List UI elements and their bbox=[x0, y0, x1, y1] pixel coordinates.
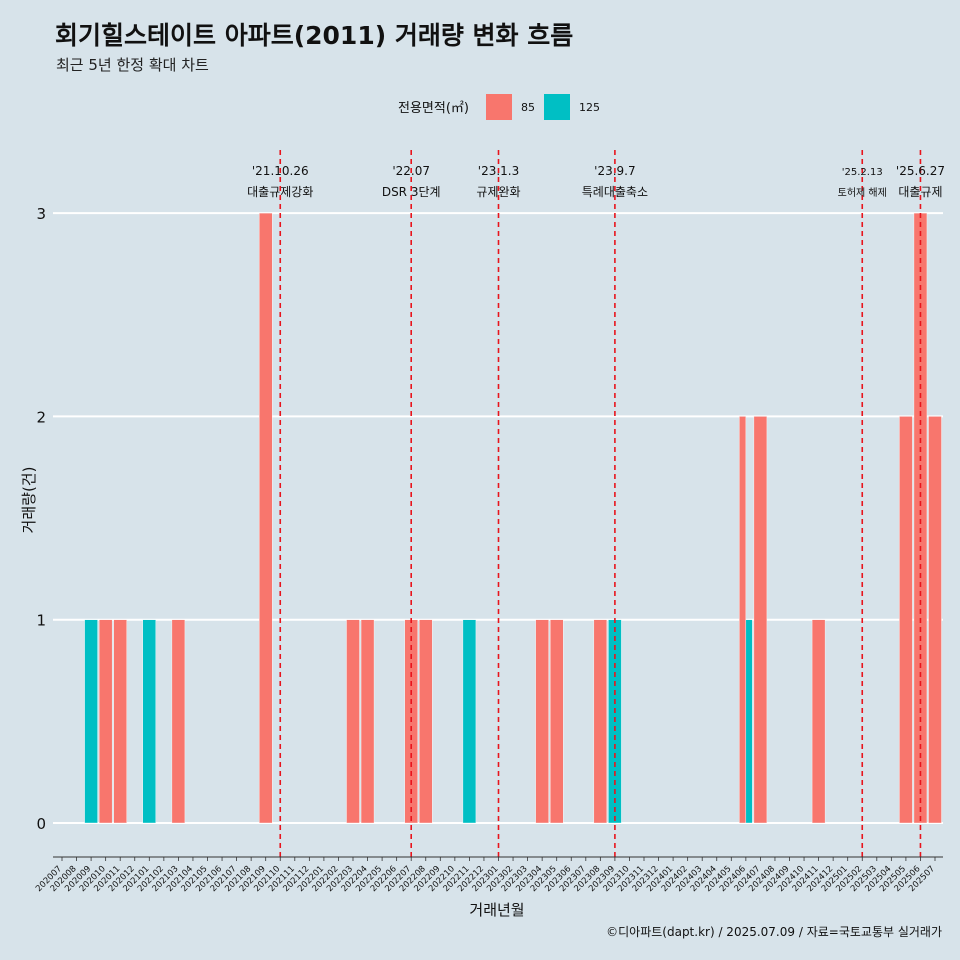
y-tick-label: 1 bbox=[36, 612, 46, 630]
bar-85-202407 bbox=[753, 416, 768, 824]
bar-85-202011 bbox=[113, 619, 127, 824]
chart-title: 회기힐스테이트 아파트(2011) 거래량 변화 흐름 bbox=[55, 21, 573, 50]
chart-subtitle: 최근 5년 한정 확대 차트 bbox=[56, 56, 209, 74]
bar-85-202406 bbox=[739, 416, 747, 824]
legend-swatch-125 bbox=[544, 94, 570, 120]
event-label: 특례대출축소 bbox=[582, 185, 648, 199]
event-markers: '21.10.26 대출규제강화 '22.07 DSR 3단계 '23.1.3 규제완화 '… bbox=[247, 150, 945, 857]
bar-125-202009 bbox=[84, 619, 98, 824]
bar-85-202505 bbox=[899, 416, 913, 824]
event-label: 규제완화 bbox=[476, 185, 520, 199]
legend: 전용면적(㎡) 85 125 bbox=[398, 94, 600, 120]
event-label: 대출규제강화 bbox=[247, 185, 313, 199]
bar-85-202304 bbox=[535, 619, 549, 824]
event-label: 토허제 해제 bbox=[838, 186, 887, 199]
bar-85-202010 bbox=[98, 619, 113, 824]
event-date: '25.6.27 bbox=[896, 164, 945, 178]
event-label: DSR 3단계 bbox=[382, 185, 441, 199]
bar-85-202411 bbox=[811, 619, 826, 824]
bar-85-202208 bbox=[419, 619, 433, 824]
legend-title: 전용면적(㎡) bbox=[398, 101, 469, 116]
y-axis: 0 1 2 3 bbox=[36, 205, 46, 833]
bar-85-202507 bbox=[928, 416, 942, 824]
event-date: '25.2.13 bbox=[842, 167, 883, 178]
bar-85-202305 bbox=[550, 619, 564, 824]
bars bbox=[84, 212, 942, 824]
caption: ©디아파트(dapt.kr) / 2025.07.09 / 자료=국토교통부 실… bbox=[606, 925, 942, 939]
event-date: '23.1.3 bbox=[478, 164, 519, 178]
bar-85-202308 bbox=[593, 619, 608, 824]
y-tick-label: 3 bbox=[36, 205, 46, 223]
event-label: 대출규제 bbox=[898, 185, 942, 199]
y-tick-label: 0 bbox=[36, 815, 46, 833]
event-date: '21.10.26 bbox=[252, 164, 309, 178]
bar-85-202103 bbox=[171, 619, 186, 824]
y-axis-title: 거래량(건) bbox=[20, 467, 38, 534]
bar-85-202203 bbox=[346, 619, 360, 824]
legend-label-125: 125 bbox=[579, 101, 600, 114]
legend-label-85: 85 bbox=[521, 101, 535, 114]
bar-85-202204 bbox=[360, 619, 375, 824]
x-axis: 2020072020082020092020102020112020122021… bbox=[34, 856, 943, 894]
event-date: '23.9.7 bbox=[594, 164, 635, 178]
y-tick-label: 2 bbox=[36, 408, 46, 426]
event-date: '22.07 bbox=[392, 164, 430, 178]
x-axis-title: 거래년월 bbox=[469, 901, 524, 919]
bar-125-202406 bbox=[745, 619, 753, 824]
bar-85-202109 bbox=[259, 212, 273, 824]
bar-125-202211 bbox=[462, 619, 477, 824]
bar-125-202101 bbox=[142, 619, 157, 824]
legend-swatch-85 bbox=[486, 94, 512, 120]
